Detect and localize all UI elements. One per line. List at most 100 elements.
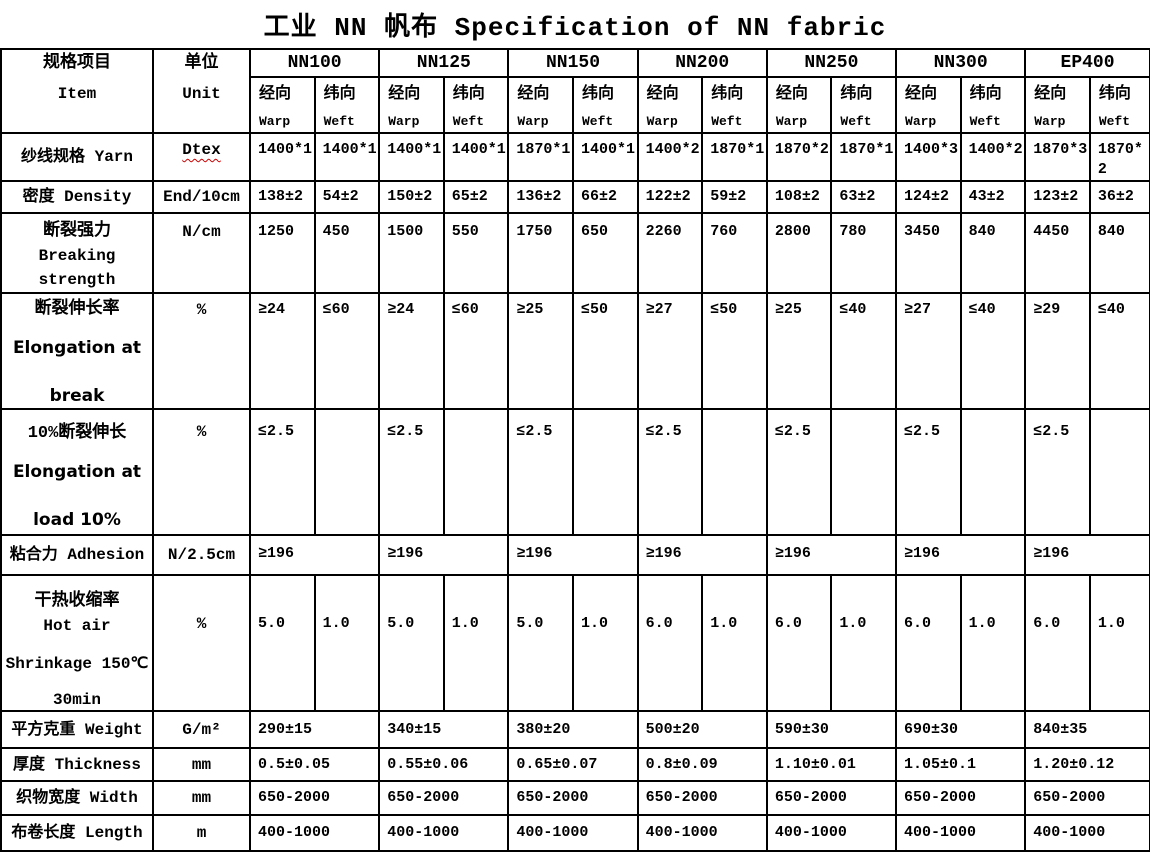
row-unit-density: End/10cm — [152, 180, 251, 214]
warp-header: 经向 Warp — [636, 76, 704, 134]
elongation-10-cell — [959, 408, 1027, 536]
product-header-ep400: EP400 — [1024, 48, 1150, 78]
row-unit-weight: G/m² — [152, 710, 251, 749]
row-label-width: 织物宽度 Width — [0, 780, 154, 816]
row-unit-length: m — [152, 814, 251, 852]
length-cell: 400-1000 — [636, 814, 768, 852]
thickness-cell: 1.10±0.01 — [765, 747, 898, 782]
row-density: 密度 Density End/10cm 138±2 54±2 150±2 65±… — [0, 180, 1150, 214]
density-cell: 59±2 — [701, 180, 768, 214]
density-cell: 43±2 — [959, 180, 1027, 214]
elongation-10-cell — [1088, 408, 1150, 536]
row-breaking-strength: 断裂强力 Breaking strength N/cm 1250 450 150… — [0, 212, 1150, 294]
row-width: 织物宽度 Width mm 650-2000 650-2000 650-2000… — [0, 780, 1150, 816]
weight-cell: 500±20 — [636, 710, 768, 749]
yarn-cell: 1400*3 — [895, 132, 962, 182]
yarn-cell: 1870*1 — [507, 132, 574, 182]
weft-header: 纬向 Weft — [830, 76, 898, 134]
density-cell: 122±2 — [636, 180, 704, 214]
row-length: 布卷长度 Length m 400-1000 400-1000 400-1000… — [0, 814, 1150, 852]
row-label-elongation-at-break: 断裂伸长率 Elongation at break — [0, 292, 154, 410]
yarn-cell: 1400*1 — [313, 132, 381, 182]
row-label-density: 密度 Density — [0, 180, 154, 214]
row-label-shrinkage: 干热收缩率 Hot air Shrinkage 150℃ 30min — [0, 574, 154, 712]
elongation-break-cell: ≥29 — [1024, 292, 1091, 410]
row-label-adhesion: 粘合力 Adhesion — [0, 534, 154, 576]
shrinkage-cell: 1.0 — [959, 574, 1027, 712]
shrinkage-cell: 1.0 — [701, 574, 768, 712]
row-label-length: 布卷长度 Length — [0, 814, 154, 852]
row-unit-breaking-strength: N/cm — [152, 212, 251, 294]
weight-cell: 690±30 — [895, 710, 1027, 749]
row-label-yarn: 纱线规格 Yarn — [0, 132, 154, 182]
elongation-10-cell: ≤2.5 — [636, 408, 704, 536]
density-cell: 108±2 — [765, 180, 833, 214]
elongation-10-cell: ≤2.5 — [1024, 408, 1091, 536]
shrinkage-cell: 5.0 — [507, 574, 574, 712]
thickness-cell: 0.55±0.06 — [378, 747, 510, 782]
length-cell: 400-1000 — [1024, 814, 1150, 852]
elongation-break-cell: ≤50 — [572, 292, 639, 410]
breaking-cell: 650 — [572, 212, 639, 294]
unit-dtex-misspell: Dtex — [182, 141, 221, 159]
breaking-cell: 3450 — [895, 212, 962, 294]
weft-header: 纬向 Weft — [313, 76, 381, 134]
elongation-10-cell: ≤2.5 — [895, 408, 962, 536]
density-cell: 136±2 — [507, 180, 574, 214]
shrinkage-cell: 6.0 — [636, 574, 704, 712]
shrinkage-cell: 1.0 — [1088, 574, 1150, 712]
shrinkage-cell: 1.0 — [830, 574, 898, 712]
yarn-cell: 1870*2 — [765, 132, 833, 182]
weight-cell: 290±15 — [248, 710, 381, 749]
row-label-breaking-strength: 断裂强力 Breaking strength — [0, 212, 154, 294]
elongation-break-cell: ≥27 — [895, 292, 962, 410]
shrinkage-cell: 1.0 — [442, 574, 510, 712]
product-header-nn300: NN300 — [895, 48, 1027, 78]
width-cell: 650-2000 — [507, 780, 639, 816]
width-cell: 650-2000 — [248, 780, 381, 816]
header-row-warp-weft: 经向 Warp 纬向 Weft 经向 Warp 纬向 Weft 经向 Warp 纬向 Wef… — [1, 76, 1150, 134]
width-cell: 650-2000 — [378, 780, 510, 816]
unit-header: 单位 Unit — [152, 48, 251, 134]
elongation-break-cell: ≥24 — [249, 292, 316, 410]
row-unit-thickness: mm — [152, 747, 251, 782]
page-title: 工业 NN 帆布 Specification of NN fabric — [263, 12, 887, 43]
yarn-cell: 1400*1 — [442, 132, 510, 182]
yarn-cell: 1400*1 — [249, 132, 316, 182]
weight-cell: 340±15 — [378, 710, 510, 749]
adhesion-cell: ≥196 — [378, 534, 510, 576]
thickness-cell: 0.65±0.07 — [507, 747, 639, 782]
product-header-nn200: NN200 — [636, 48, 768, 78]
elongation-break-cell: ≤40 — [830, 292, 898, 410]
shrinkage-cell: 5.0 — [378, 574, 445, 712]
unit-header-en: Unit — [182, 85, 221, 103]
row-shrinkage: 干热收缩率 Hot air Shrinkage 150℃ 30min % 5.0… — [0, 574, 1150, 712]
breaking-cell: 760 — [701, 212, 768, 294]
elongation-break-cell: ≤50 — [701, 292, 768, 410]
warp-header: 经向 Warp — [507, 76, 574, 134]
item-header-en: Item — [57, 85, 97, 103]
elongation-break-cell: ≤60 — [442, 292, 510, 410]
weight-cell: 590±30 — [765, 710, 898, 749]
weft-header: 纬向 Weft — [959, 76, 1027, 134]
breaking-cell: 840 — [959, 212, 1027, 294]
warp-header: 经向 Warp — [765, 76, 833, 134]
breaking-cell: 2800 — [765, 212, 833, 294]
elongation-10-cell — [701, 408, 768, 536]
elongation-10-cell: ≤2.5 — [765, 408, 833, 536]
density-cell: 138±2 — [249, 180, 316, 214]
warp-header: 经向 Warp — [378, 76, 445, 134]
weft-header: 纬向 Weft — [701, 76, 768, 134]
row-label-elongation-at-load-10: 10%断裂伸长 Elongation at load 10% — [0, 408, 154, 536]
adhesion-cell: ≥196 — [1024, 534, 1150, 576]
length-cell: 400-1000 — [248, 814, 381, 852]
adhesion-cell: ≥196 — [765, 534, 898, 576]
elongation-break-cell: ≥24 — [378, 292, 445, 410]
spec-table: 规格项目 Item 单位 Unit NN100 NN125 NN150 NN20… — [0, 48, 1150, 852]
shrinkage-cell: 6.0 — [765, 574, 833, 712]
row-unit-adhesion: N/2.5cm — [152, 534, 251, 576]
elongation-break-cell: ≥25 — [765, 292, 833, 410]
width-cell: 650-2000 — [765, 780, 898, 816]
shrinkage-cell: 6.0 — [1024, 574, 1091, 712]
elongation-break-cell: ≤40 — [1088, 292, 1150, 410]
